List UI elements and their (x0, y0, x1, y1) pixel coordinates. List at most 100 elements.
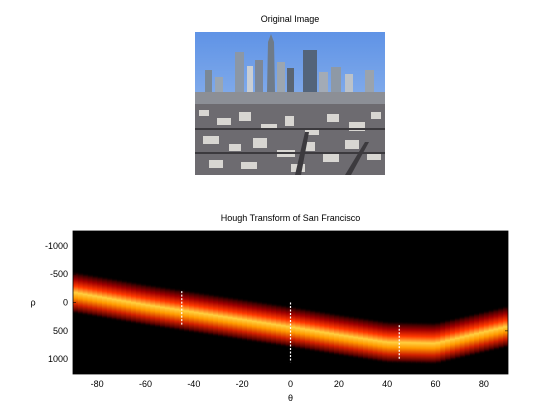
hough-band-segment (493, 307, 499, 351)
hough-band-segment (261, 301, 267, 345)
hough-band-segment (454, 316, 461, 360)
hough-band-segment (314, 309, 321, 353)
hough-band-segment (97, 275, 103, 319)
hough-band-segment (459, 315, 466, 359)
hough-band-segment (208, 293, 214, 337)
hough-band-segment (218, 294, 224, 338)
hough-band-segment (382, 320, 388, 364)
hough-band-segment (174, 288, 180, 332)
hough-band-segment (498, 306, 504, 350)
y-tick-label: 1000 (48, 354, 68, 364)
hough-band-segment (300, 307, 306, 351)
hough-band-segment (213, 293, 219, 338)
hough-band-segment (184, 289, 190, 333)
hough-band-segment (203, 292, 209, 336)
hough-band-segment (474, 312, 480, 356)
hough-band-segment (488, 308, 495, 352)
hough-band-segment (401, 321, 408, 365)
hough-band-segment (92, 274, 98, 318)
hough-band-segment (106, 276, 113, 321)
hough-band-segment (169, 287, 176, 331)
hough-band-segment (242, 298, 248, 342)
x-tick-label: -60 (139, 379, 152, 389)
hough-band-segment (135, 281, 142, 326)
hough-band-segment (343, 314, 350, 358)
y-tick-label: -1000 (45, 241, 68, 251)
hough-band-segment (193, 290, 200, 335)
hough-band-segment (189, 290, 195, 334)
hough-band-segment (155, 285, 161, 329)
hough-band-segment (251, 299, 258, 343)
hough-band-segment (479, 311, 485, 355)
y-tick-label: -500 (50, 269, 68, 279)
hough-band-segment (411, 321, 417, 365)
city-photo (195, 32, 385, 175)
hough-band-segment (348, 315, 354, 359)
hough-band-segment (329, 312, 335, 356)
x-tick-label: -20 (236, 379, 249, 389)
hough-band-segment (232, 296, 238, 340)
hough-band-segment (102, 276, 108, 320)
y-tick-label: 0 (63, 298, 68, 308)
hough-band-segment (237, 297, 243, 341)
hough-band-segment (164, 286, 171, 330)
hough-band-segment (435, 321, 441, 365)
x-tick-label: -80 (91, 379, 104, 389)
hough-band-segment (121, 279, 127, 323)
hough-band-segment (324, 311, 330, 355)
x-tick-label: -40 (187, 379, 200, 389)
hough-band-segment (503, 305, 508, 349)
hough-band-segment (469, 313, 475, 357)
hough-band-segment (392, 320, 398, 364)
hough-band-segment (222, 295, 229, 339)
hough-band-segment (425, 321, 432, 365)
hough-band-segment (483, 309, 490, 354)
hough-band-segment (421, 321, 427, 365)
hough-band-segment (276, 303, 282, 347)
hough-band-segment (445, 318, 451, 363)
hough-band-segment (319, 310, 325, 354)
photo-title: Original Image (260, 14, 320, 24)
hough-band-segment (145, 283, 151, 327)
hough-band-segment (266, 302, 272, 346)
hough-band-segment (150, 284, 156, 328)
hough-band-segment (450, 317, 456, 361)
hough-band-segment (358, 316, 364, 360)
hough-band-segment (334, 312, 340, 357)
hough-band-segment (227, 296, 234, 340)
hough-band-segment (338, 313, 345, 357)
hough-band-segment (416, 321, 422, 365)
hough-band-segment (406, 321, 412, 365)
hough-band-segment (111, 277, 118, 321)
hough-band-segment (280, 304, 287, 348)
hough-band-segment (131, 281, 137, 325)
x-tick-label: 80 (479, 379, 489, 389)
hough-band-segment (363, 317, 369, 361)
hough-band-segment (198, 291, 205, 335)
hough-band-segment (440, 320, 446, 364)
hough-band-segment (377, 319, 383, 363)
x-tick-label: 20 (334, 379, 344, 389)
hough-band-segment (305, 308, 311, 352)
hough-band-segment (73, 271, 79, 315)
hough-band-segment (87, 273, 93, 317)
hough-band-segment (160, 285, 166, 329)
x-tick-label: 60 (430, 379, 440, 389)
y-axis-label: ρ (30, 298, 35, 308)
hough-band-segment (256, 300, 263, 344)
hough-band-segment (353, 315, 359, 359)
hough-band-segment (271, 302, 277, 346)
x-tick-label: 40 (382, 379, 392, 389)
hough-band-segment (126, 280, 132, 324)
hough-band-segment (285, 304, 292, 349)
hough-band-segment (295, 306, 301, 350)
hough-band-segment (77, 271, 84, 316)
hough-band-segment (247, 299, 253, 343)
hough-band-segment (82, 272, 89, 316)
hough-band-segment (387, 320, 393, 364)
hough-band-segment (464, 314, 470, 358)
chart-title: Hough Transform of San Francisco (220, 213, 361, 223)
hough-band-segment (290, 305, 296, 349)
hough-band-segment (367, 318, 374, 362)
